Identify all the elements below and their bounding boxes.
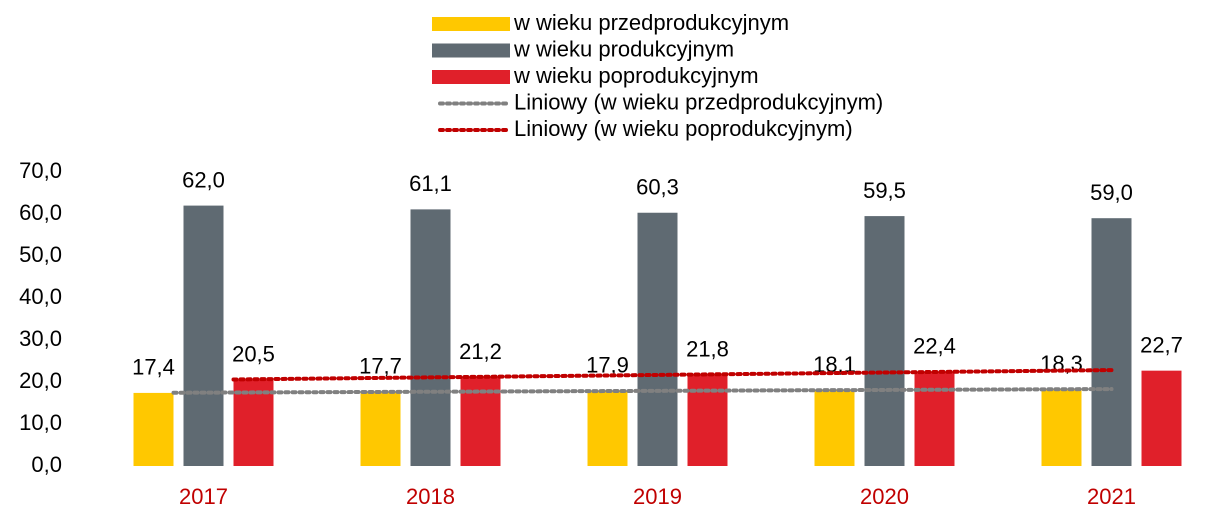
x-tick-label: 2018 <box>406 484 455 509</box>
data-label: 60,3 <box>636 175 679 200</box>
x-tick-label: 2017 <box>179 484 228 509</box>
y-tick-label: 60,0 <box>19 200 62 225</box>
bar <box>587 390 628 466</box>
bar <box>360 391 401 466</box>
legend-swatch <box>432 43 510 58</box>
y-tick-label: 70,0 <box>19 158 62 183</box>
x-tick-label: 2019 <box>633 484 682 509</box>
bar <box>1091 218 1132 466</box>
data-label: 59,0 <box>1090 180 1133 205</box>
bar <box>410 209 451 466</box>
bar <box>864 216 905 466</box>
data-label: 17,7 <box>359 353 402 378</box>
data-label: 61,1 <box>409 171 452 196</box>
legend-label: Liniowy (w wieku poprodukcyjnym) <box>514 116 853 141</box>
data-label: 22,4 <box>913 334 956 359</box>
data-label: 59,5 <box>863 178 906 203</box>
legend-swatch <box>432 17 510 31</box>
bar <box>133 392 174 466</box>
bar <box>1041 389 1082 466</box>
y-tick-label: 40,0 <box>19 284 62 309</box>
y-tick-label: 0,0 <box>31 452 62 477</box>
bar <box>183 205 224 466</box>
data-label: 17,4 <box>132 355 175 380</box>
y-tick-label: 30,0 <box>19 326 62 351</box>
data-label: 21,2 <box>459 339 502 364</box>
bar <box>1141 370 1182 466</box>
x-tick-label: 2021 <box>1087 484 1136 509</box>
bar <box>687 374 728 466</box>
y-tick-label: 10,0 <box>19 410 62 435</box>
data-label: 62,0 <box>182 167 225 192</box>
x-tick-label: 2020 <box>860 484 909 509</box>
bar <box>637 212 678 466</box>
legend-label: w wieku poprodukcyjnym <box>513 63 759 88</box>
y-tick-label: 50,0 <box>19 242 62 267</box>
data-label: 20,5 <box>232 342 275 367</box>
legend-label: w wieku przedprodukcyjnym <box>513 10 789 35</box>
legend-swatch <box>432 70 510 84</box>
legend-label: Liniowy (w wieku przedprodukcyjnym) <box>514 89 883 114</box>
data-label: 22,7 <box>1140 332 1183 357</box>
bar <box>914 371 955 466</box>
data-label: 21,8 <box>686 336 729 361</box>
trendline <box>231 368 1114 382</box>
y-tick-label: 20,0 <box>19 368 62 393</box>
trendline <box>171 387 1114 395</box>
legend-label: w wieku produkcyjnym <box>513 36 734 61</box>
bar <box>814 389 855 466</box>
